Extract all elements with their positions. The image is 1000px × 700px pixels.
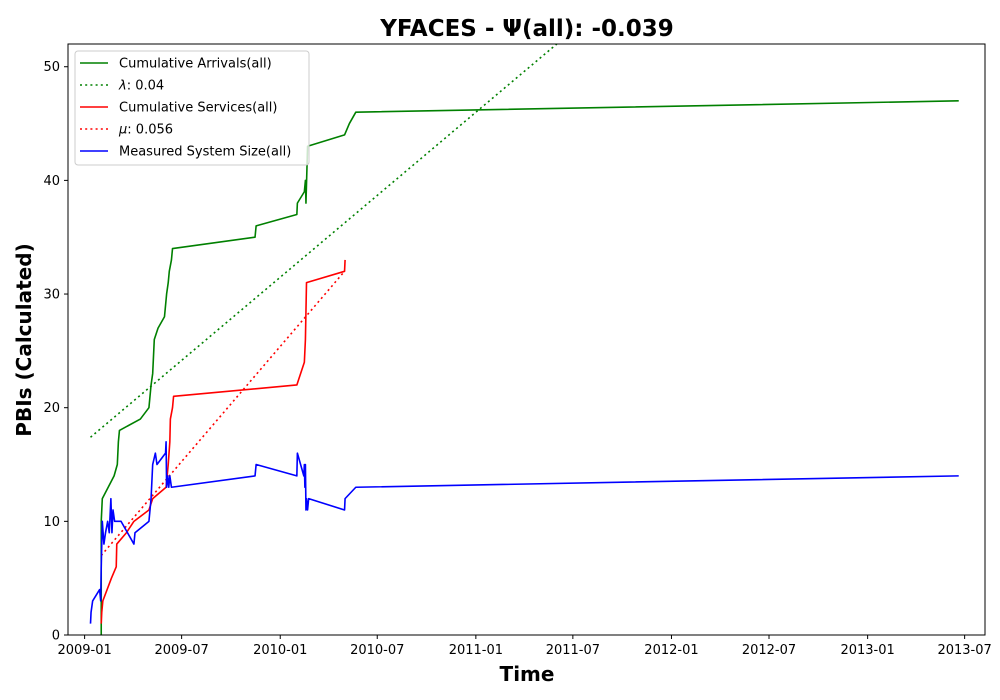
x-tick-label: 2013-01 [840, 643, 894, 658]
x-tick-label: 2010-07 [350, 643, 404, 658]
legend-label: Cumulative Services(all) [119, 101, 277, 116]
legend: Cumulative Arrivals(all) λ: 0.04 Cumulativ… [74, 50, 310, 166]
chart-title: YFACES - Ψ(all): -0.039 [379, 16, 674, 42]
legend-label: Cumulative Arrivals(all) [119, 57, 272, 72]
plot-frame [67, 43, 986, 636]
y-tick-label: 30 [43, 288, 60, 303]
plot-area [89, 44, 959, 635]
legend-box [74, 50, 310, 166]
y-tick-label: 0 [52, 629, 60, 644]
x-axis: 2009-01 2009-07 2010-01 2010-07 2011-01 2011-… [57, 635, 992, 658]
y-axis-title: PBIs (Calculated) [12, 243, 36, 436]
x-tick-label: 2011-01 [449, 643, 503, 658]
y-tick-label: 10 [43, 515, 60, 530]
x-tick-label: 2011-07 [546, 643, 600, 658]
x-tick-label: 2012-01 [644, 643, 698, 658]
x-tick-label: 2009-01 [57, 643, 111, 658]
legend-label: Measured System Size(all) [119, 145, 291, 160]
y-tick-label: 20 [43, 401, 60, 416]
legend-label: μ: 0.056 [118, 123, 173, 138]
x-axis-title: Time [500, 662, 555, 686]
legend-label: λ: 0.04 [118, 79, 164, 94]
y-tick-label: 50 [43, 60, 60, 75]
series-line-0 [100, 100, 959, 635]
x-tick-label: 2013-07 [937, 643, 991, 658]
y-axis: 0 10 20 30 40 50 [43, 60, 68, 644]
series-line-4 [89, 440, 959, 624]
y-tick-label: 40 [43, 174, 60, 189]
x-tick-label: 2012-07 [742, 643, 796, 658]
x-tick-label: 2009-07 [154, 643, 208, 658]
x-tick-label: 2010-01 [253, 643, 307, 658]
